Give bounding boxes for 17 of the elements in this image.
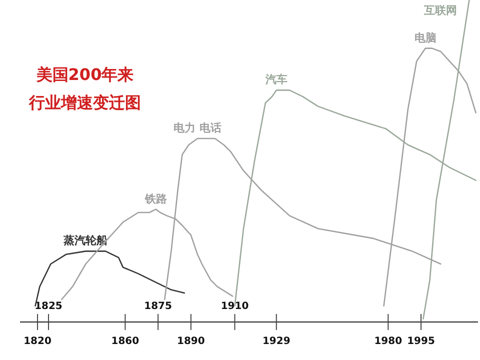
x-tick-label: 1860 bbox=[111, 336, 140, 347]
x-tick-label: 1980 bbox=[374, 336, 402, 347]
series-label: 互联网 bbox=[423, 4, 458, 17]
x2-tick-label: 1910 bbox=[220, 301, 249, 312]
x2-tick-label: 1825 bbox=[34, 301, 62, 312]
text: 美国200年来 bbox=[35, 65, 134, 84]
series-label: 电力 电话 bbox=[174, 121, 222, 134]
series-label: 铁路 bbox=[144, 192, 167, 206]
x-tick-label: 1995 bbox=[407, 336, 435, 347]
text: 行业增速变迁图 bbox=[28, 93, 141, 112]
series-label: 电脑 bbox=[414, 31, 436, 44]
x-tick-label: 1820 bbox=[24, 336, 52, 347]
series-label: 汽车 bbox=[264, 73, 288, 86]
x-tick-label: 1929 bbox=[262, 336, 290, 347]
series-label: 蒸汽轮船 bbox=[62, 234, 108, 248]
x2-tick-label: 1875 bbox=[144, 301, 172, 312]
x-tick-label: 1890 bbox=[177, 336, 205, 347]
